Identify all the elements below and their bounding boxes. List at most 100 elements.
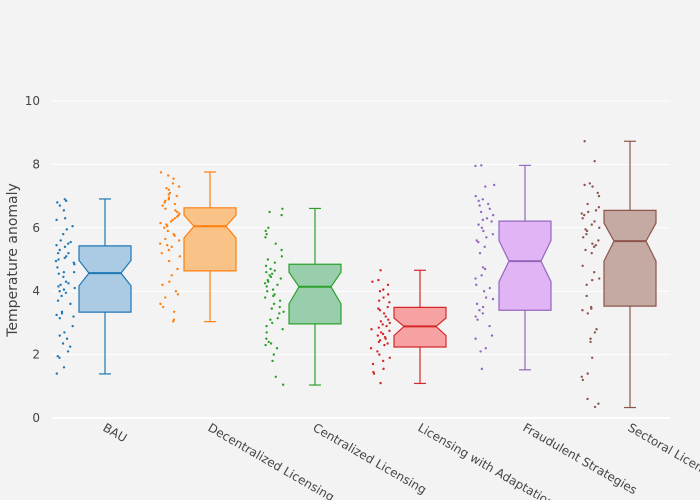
data-point [475,302,479,306]
data-point [62,270,66,274]
boxes [54,140,657,409]
data-point [66,350,70,353]
data-point [280,248,283,252]
data-point [595,328,598,331]
data-point [59,239,62,242]
data-point [387,318,390,321]
data-point [586,202,589,206]
data-point [580,212,583,215]
data-point [594,209,598,212]
box-series-licensing-with-adaptation [369,269,447,385]
data-point [56,201,59,204]
data-point [386,305,389,309]
data-point [62,366,66,369]
data-point [581,309,584,312]
data-point [160,251,163,255]
data-point [388,356,392,359]
data-point [596,191,599,195]
data-point [382,312,386,315]
data-point [484,185,487,188]
data-point [481,312,485,315]
data-point [384,337,387,340]
data-point [63,245,67,249]
data-point [67,251,70,255]
data-point [482,290,486,293]
data-point [265,324,268,328]
x-tick-label: Fraudulent Strategies [521,420,640,497]
data-point [597,402,600,405]
data-point [381,332,385,336]
data-point [581,264,584,268]
data-point [65,228,68,231]
data-point [590,278,594,282]
data-point [490,334,494,337]
y-axis-ticks: 0 2 4 6 8 10 [25,94,40,425]
data-point [481,305,485,309]
data-point [178,255,182,258]
data-point [58,204,62,207]
data-point [264,343,267,347]
data-point [481,198,484,201]
data-point [55,313,58,317]
data-point [58,316,61,320]
data-point [63,331,66,334]
data-point [491,232,495,236]
data-point [278,305,281,309]
data-point [266,258,270,261]
data-point [488,324,491,328]
data-point [593,220,596,223]
data-point [265,290,269,293]
data-point [174,290,178,293]
data-point [383,343,386,347]
data-point [478,251,482,255]
data-point [597,194,601,198]
data-point [592,270,596,274]
data-point [167,198,170,201]
data-point [56,266,59,269]
data-point [382,367,385,371]
data-point [485,236,488,239]
data-point [585,294,588,298]
data-point [60,312,64,315]
data-point [481,218,485,222]
data-point [486,202,490,206]
data-point [270,272,274,275]
data-point [280,255,284,258]
data-point [171,182,175,185]
data-point [63,198,67,201]
data-point [54,259,58,263]
data-point [581,236,585,239]
data-point [265,331,268,334]
data-point [273,269,276,272]
data-point [597,239,600,242]
data-point [269,342,273,345]
data-point [263,296,267,299]
data-point [474,315,477,318]
data-point [475,239,478,242]
data-point [274,242,277,245]
box-series-bau [54,198,132,375]
box-body [498,220,552,311]
data-point [381,359,385,363]
data-point [377,278,380,282]
data-point [590,223,593,226]
data-point [264,264,268,268]
data-point [479,210,483,214]
box-body [183,207,237,272]
data-point [72,270,76,274]
data-point [265,337,268,340]
data-point [267,280,270,283]
data-point [480,226,484,229]
data-point [592,245,596,249]
data-point [166,229,170,233]
data-point [583,140,586,143]
data-point [276,283,279,287]
data-point [69,302,72,306]
data-point [480,367,484,371]
x-tick-label: BAU [101,420,130,445]
data-point [388,301,391,304]
data-point [271,288,275,291]
data-point [586,397,589,401]
data-point [476,318,479,321]
